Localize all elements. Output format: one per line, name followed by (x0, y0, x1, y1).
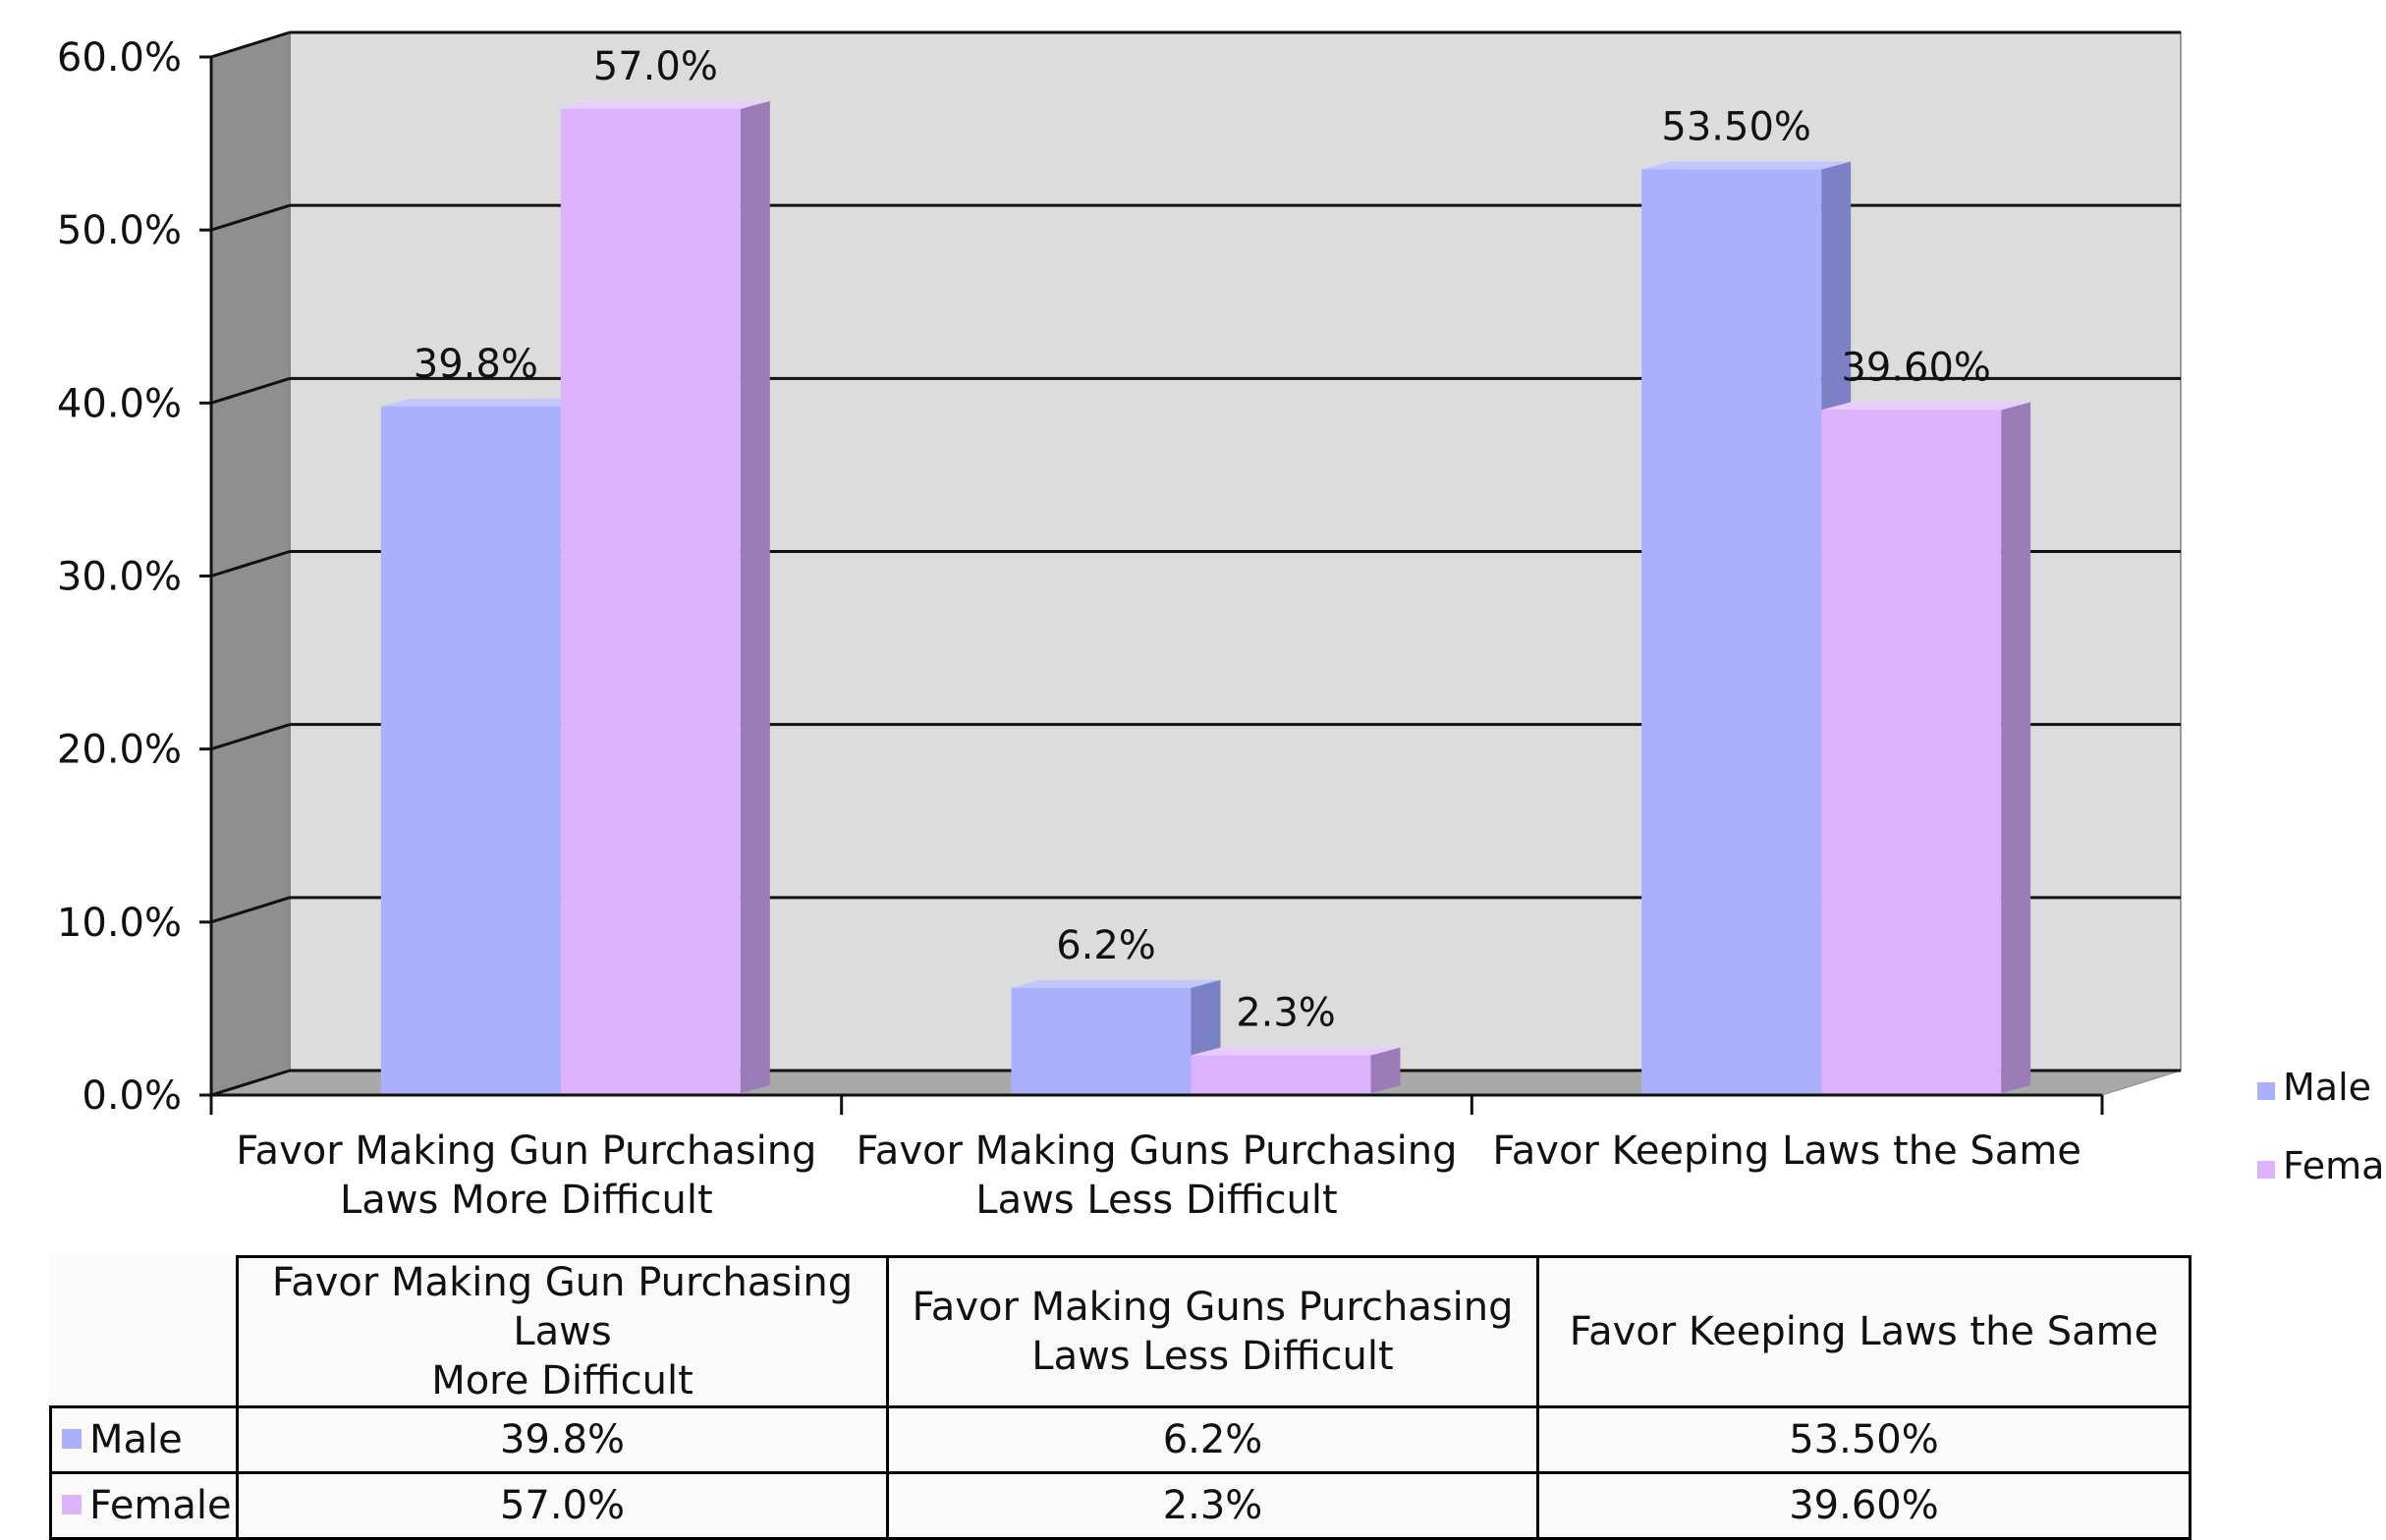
bar-top (1821, 402, 2031, 411)
bar-top (560, 100, 770, 109)
legend-label: Female (2283, 1144, 2386, 1187)
table-cell: 57.0% (236, 1471, 889, 1540)
bar (560, 108, 741, 1094)
bar-side (740, 100, 770, 1094)
table-header-line: Favor Making Guns Purchasing (912, 1285, 1514, 1330)
legend-label: Male (2283, 1066, 2371, 1109)
x-tick-label: Favor Making Gun Purchasing Laws More Dif… (236, 1128, 816, 1223)
bar (380, 406, 561, 1093)
table-header-cell: Favor Making Guns Purchasing Laws Less D… (886, 1255, 1539, 1408)
x-tick-label-line: Favor Keeping Laws the Same (1492, 1128, 2081, 1174)
table-series-cell: Female (49, 1471, 239, 1540)
gridline-side (210, 896, 291, 924)
y-tick-label: 60.0% (57, 35, 182, 81)
table-header-cell: Favor Keeping Laws the Same (1536, 1255, 2192, 1408)
gridline-side (210, 723, 291, 751)
x-tick-label-line: Laws More Difficult (340, 1178, 713, 1223)
table-header-cell: Favor Making Gun Purchasing Laws More Di… (236, 1255, 889, 1408)
gridline-side (210, 550, 291, 578)
x-tick-label: Favor Making Guns Purchasing Laws Less Di… (856, 1128, 1457, 1223)
gridline-side (210, 1069, 291, 1097)
male-swatch-icon (62, 1429, 82, 1449)
y-tick-label: 0.0% (82, 1073, 182, 1119)
table-corner-cell (50, 1256, 239, 1408)
x-tick-label: Favor Keeping Laws the Same (1492, 1128, 2081, 1174)
bar-side (1370, 1047, 1401, 1093)
gridline-side (210, 30, 291, 59)
table-header-line: Laws Less Difficult (1031, 1334, 1394, 1379)
legend-swatch-icon (2257, 1161, 2275, 1179)
bar-top (1011, 979, 1221, 988)
data-label: 39.8% (414, 342, 538, 387)
data-labels: 39.8% 57.0% 6.2% 2.3% 53.50% 39.60% (414, 44, 1991, 1036)
table-cell: 2.3% (886, 1471, 1539, 1540)
bar (1011, 987, 1192, 1093)
data-label: 2.3% (1236, 990, 1336, 1035)
gridline-side (210, 376, 291, 405)
bar-top (380, 398, 590, 407)
x-tick-label-line: Favor Making Gun Purchasing (236, 1128, 816, 1174)
bars (380, 100, 2031, 1094)
bar-top (1191, 1047, 1401, 1056)
y-tick-label: 20.0% (57, 728, 182, 773)
table-series-cell: Male (49, 1405, 239, 1474)
table-header-row: Favor Making Gun Purchasing Laws More Di… (50, 1255, 2192, 1408)
bar-side (2001, 402, 2031, 1093)
bar (1821, 410, 2002, 1093)
bar (1191, 1055, 1371, 1093)
y-tick-label: 30.0% (57, 555, 182, 600)
table-series-label: Female (89, 1483, 232, 1528)
x-tick-label-line: Laws Less Difficult (975, 1178, 1337, 1223)
y-tick-label: 50.0% (57, 208, 182, 253)
table-cell: 6.2% (886, 1405, 1539, 1474)
table-header-line: More Difficult (431, 1358, 694, 1403)
data-label: 53.50% (1661, 105, 1811, 150)
table-header-line: Favor Keeping Laws the Same (1569, 1309, 2159, 1354)
data-label: 6.2% (1056, 923, 1156, 968)
table-row: Female 57.0% 2.3% 39.60% (49, 1471, 2192, 1540)
table-cell: 39.8% (236, 1405, 889, 1474)
legend-swatch-icon (2257, 1082, 2275, 1100)
gridline-side (210, 203, 291, 232)
female-swatch-icon (62, 1495, 82, 1514)
y-tick-label: 40.0% (57, 381, 182, 426)
x-tick-label-line: Favor Making Guns Purchasing (856, 1128, 1457, 1174)
legend: Male Female (2257, 1066, 2386, 1187)
table-cell: 39.60% (1536, 1471, 2192, 1540)
table-cell: 53.50% (1536, 1405, 2192, 1474)
table-row: Male 39.8% 6.2% 53.50% (49, 1405, 2192, 1474)
table-header-line: Favor Making Gun Purchasing Laws (271, 1260, 854, 1354)
data-table: Favor Making Gun Purchasing Laws More Di… (49, 1255, 2192, 1540)
axes: 0.0% 10.0% 20.0% 30.0% 40.0% 50.0% 60.0% Favor … (57, 35, 2104, 1223)
y-tick-label: 10.0% (57, 901, 182, 946)
table-series-label: Male (89, 1417, 183, 1462)
bar-top (1641, 161, 1852, 170)
bar (1641, 169, 1822, 1094)
data-label: 57.0% (593, 44, 718, 89)
chart-area: 0.0% 10.0% 20.0% 30.0% 40.0% 50.0% 60.0% Favor … (57, 30, 2386, 1223)
data-label: 39.60% (1841, 345, 1991, 390)
